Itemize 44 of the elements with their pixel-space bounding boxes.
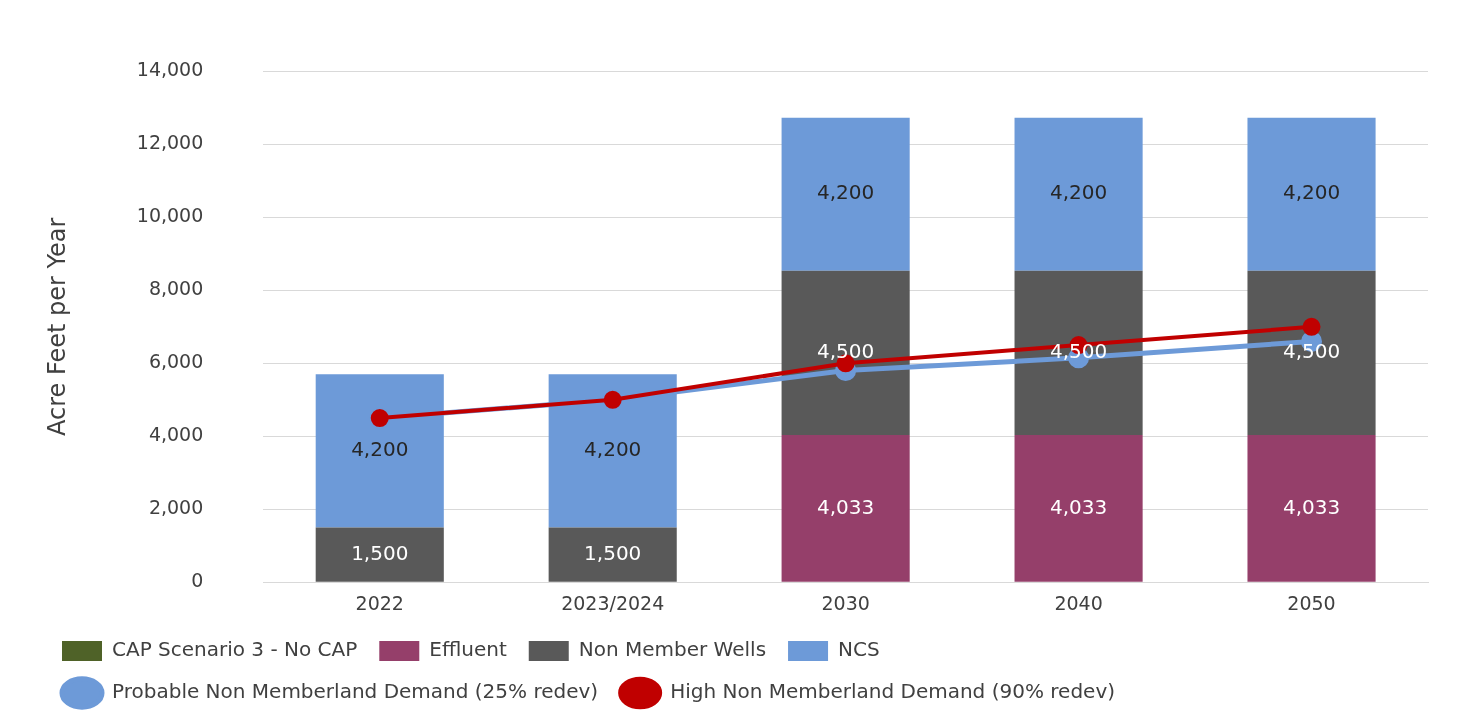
bar xyxy=(1247,435,1376,582)
data-label: 4,500 xyxy=(817,339,875,364)
bar xyxy=(315,527,444,582)
bar xyxy=(1014,117,1143,271)
y-tick-label: 10,000 xyxy=(136,204,204,227)
x-tick-label: 2030 xyxy=(821,591,870,614)
x-tick-label: 2023/2024 xyxy=(561,591,665,614)
y-tick-label: 8,000 xyxy=(148,277,204,300)
data-label: 4,033 xyxy=(1282,494,1341,519)
y-tick-label: 4,000 xyxy=(148,423,204,446)
bar xyxy=(548,527,677,582)
data-label: 4,200 xyxy=(584,437,642,462)
y-tick-label: 14,000 xyxy=(136,58,204,81)
legend-label: Effluent xyxy=(429,637,507,662)
x-tick-label: 2040 xyxy=(1054,591,1103,614)
data-label: 4,033 xyxy=(1049,494,1108,519)
data-label: 4,500 xyxy=(1282,339,1341,364)
y-tick-label: 2,000 xyxy=(148,496,204,519)
data-label: 4,200 xyxy=(1049,180,1108,205)
data-label: 1,500 xyxy=(584,540,642,565)
bar xyxy=(1014,270,1143,436)
data-label: 4,200 xyxy=(1282,180,1341,205)
y-axis-title: Acre Feet per Year xyxy=(42,217,71,436)
data-label: 4,033 xyxy=(817,494,875,519)
legend-label: NCS xyxy=(838,637,880,662)
bar xyxy=(781,435,910,582)
x-tick-label: 2022 xyxy=(355,591,404,614)
bar xyxy=(1247,117,1376,271)
bar xyxy=(781,270,910,436)
bar xyxy=(781,117,910,271)
legend-label: High Non Memberland Demand (90% redev) xyxy=(670,679,1116,704)
y-tick-label: 12,000 xyxy=(136,131,204,154)
y-tick-label: 6,000 xyxy=(148,350,204,373)
legend-label: Probable Non Memberland Demand (25% redev) xyxy=(112,679,599,704)
x-tick-label: 2050 xyxy=(1287,591,1336,614)
legend-label: Non Member Wells xyxy=(578,637,767,662)
bar xyxy=(1247,270,1376,436)
bar xyxy=(1014,435,1143,582)
legend-label: CAP Scenario 3 - No CAP xyxy=(112,637,358,662)
data-label: 4,200 xyxy=(817,180,875,205)
point xyxy=(1302,317,1321,336)
data-label: 1,500 xyxy=(351,540,409,565)
data-label: 4,200 xyxy=(351,437,409,462)
y-tick-label: 0 xyxy=(191,569,204,592)
